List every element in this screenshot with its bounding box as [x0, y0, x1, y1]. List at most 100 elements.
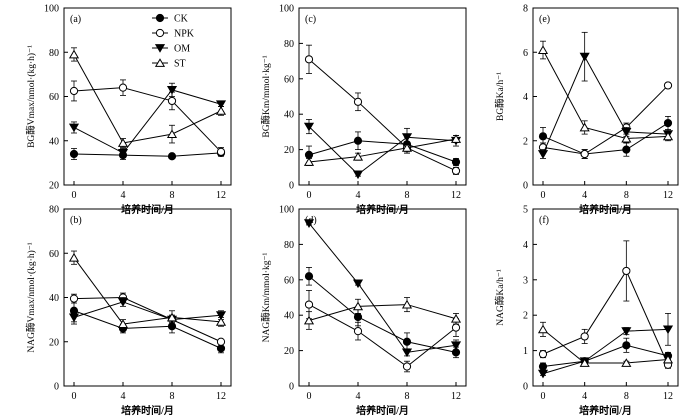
series-line [73, 89, 222, 154]
data-point [621, 128, 632, 137]
x-tick-label: 12 [451, 190, 461, 201]
series-line [73, 296, 222, 343]
y-tick-label: 4 [523, 92, 528, 103]
data-point [538, 362, 548, 371]
x-tick-label: 0 [72, 190, 77, 201]
series-line [73, 54, 222, 144]
series-st [303, 134, 462, 166]
legend-entry-st: ST [174, 59, 186, 70]
y-tick-label: 8 [523, 4, 528, 15]
panel-label: (f) [539, 215, 549, 226]
series-st [537, 321, 674, 367]
data-point [303, 219, 315, 228]
panel-b: 0 20 40 60 80 0 4 8 12 (b) NAG酶Vmax/nmol·(kg·h)⁻¹ 培… [25, 205, 232, 416]
series-line [308, 138, 457, 163]
series-line [542, 269, 669, 365]
series-line [308, 140, 457, 163]
data-point [352, 170, 364, 180]
legend-marker [155, 28, 165, 38]
x-axis-label: 培养时间/月 [579, 404, 632, 416]
data-point [166, 129, 178, 139]
data-point [304, 272, 314, 281]
data-point [662, 325, 674, 335]
legend-marker [155, 13, 165, 23]
data-point [215, 106, 227, 115]
series-line [308, 304, 457, 368]
y-tick-label: 100 [279, 4, 294, 15]
legend-entry-npk: NPK [174, 29, 195, 40]
plot-frame [63, 208, 232, 387]
data-point [167, 152, 177, 161]
series-om [68, 82, 227, 158]
series-line [308, 304, 457, 321]
y-tick-label: 60 [284, 275, 294, 286]
series-npk [304, 290, 461, 373]
data-point [353, 97, 363, 106]
x-tick-label: 12 [216, 190, 226, 201]
data-point [215, 311, 227, 320]
data-point [69, 86, 79, 96]
series-npk [69, 292, 226, 346]
x-tick-label: 8 [624, 190, 629, 201]
x-tick-label: 8 [170, 391, 175, 402]
data-point [662, 354, 674, 364]
y-tick-label: 2 [523, 136, 528, 147]
data-point [402, 362, 412, 371]
data-point [118, 83, 128, 92]
series-line [542, 49, 669, 140]
data-point [215, 100, 227, 110]
series-line [542, 344, 669, 368]
series-st [68, 250, 227, 329]
x-axis-label: 培养时间/月 [121, 404, 174, 416]
data-point [353, 136, 363, 145]
y-tick-label: 100 [279, 205, 294, 216]
data-point [579, 52, 590, 62]
series-ck [69, 299, 226, 354]
data-point [304, 300, 314, 309]
x-tick-label: 8 [405, 391, 410, 402]
panel-d: 02040608010004812(d)NAG酶Km/mmol·kg⁻¹培养时间… [260, 205, 467, 416]
panel-label: (c) [305, 14, 316, 25]
y-tick-label: 3 [523, 275, 528, 286]
series-npk [538, 240, 673, 369]
series-st [537, 40, 674, 144]
series-om [537, 31, 674, 159]
data-point [352, 279, 364, 289]
data-point [450, 341, 462, 351]
y-tick-label: 40 [284, 110, 294, 121]
data-point [117, 149, 129, 158]
plot-frame [298, 208, 467, 387]
data-point [622, 145, 631, 154]
data-point [402, 337, 412, 346]
y-tick-label: 0 [289, 181, 294, 192]
data-point [621, 327, 632, 336]
data-point [68, 49, 80, 59]
x-tick-label: 0 [541, 391, 546, 402]
y-tick-label: 2 [523, 311, 528, 322]
data-point [68, 123, 80, 133]
y-tick-label: 5 [523, 205, 528, 216]
data-point [580, 149, 589, 159]
x-tick-label: 4 [356, 391, 361, 402]
series-line [73, 301, 222, 321]
data-point [537, 369, 549, 379]
data-point [117, 138, 129, 147]
series-line [73, 152, 222, 157]
data-point [303, 122, 315, 132]
data-point [621, 358, 632, 367]
series-line [308, 126, 457, 176]
series-ck [304, 131, 461, 167]
data-point [537, 324, 549, 334]
data-point [451, 166, 461, 175]
panel-label: (e) [539, 14, 550, 25]
y-tick-label: 20 [284, 145, 294, 156]
data-point [69, 149, 79, 159]
y-tick-label: 0 [523, 382, 528, 393]
data-point [303, 157, 315, 166]
series-om [303, 219, 462, 358]
y-tick-label: 6 [523, 48, 528, 59]
data-point [538, 132, 548, 141]
plot-frame [63, 7, 232, 186]
